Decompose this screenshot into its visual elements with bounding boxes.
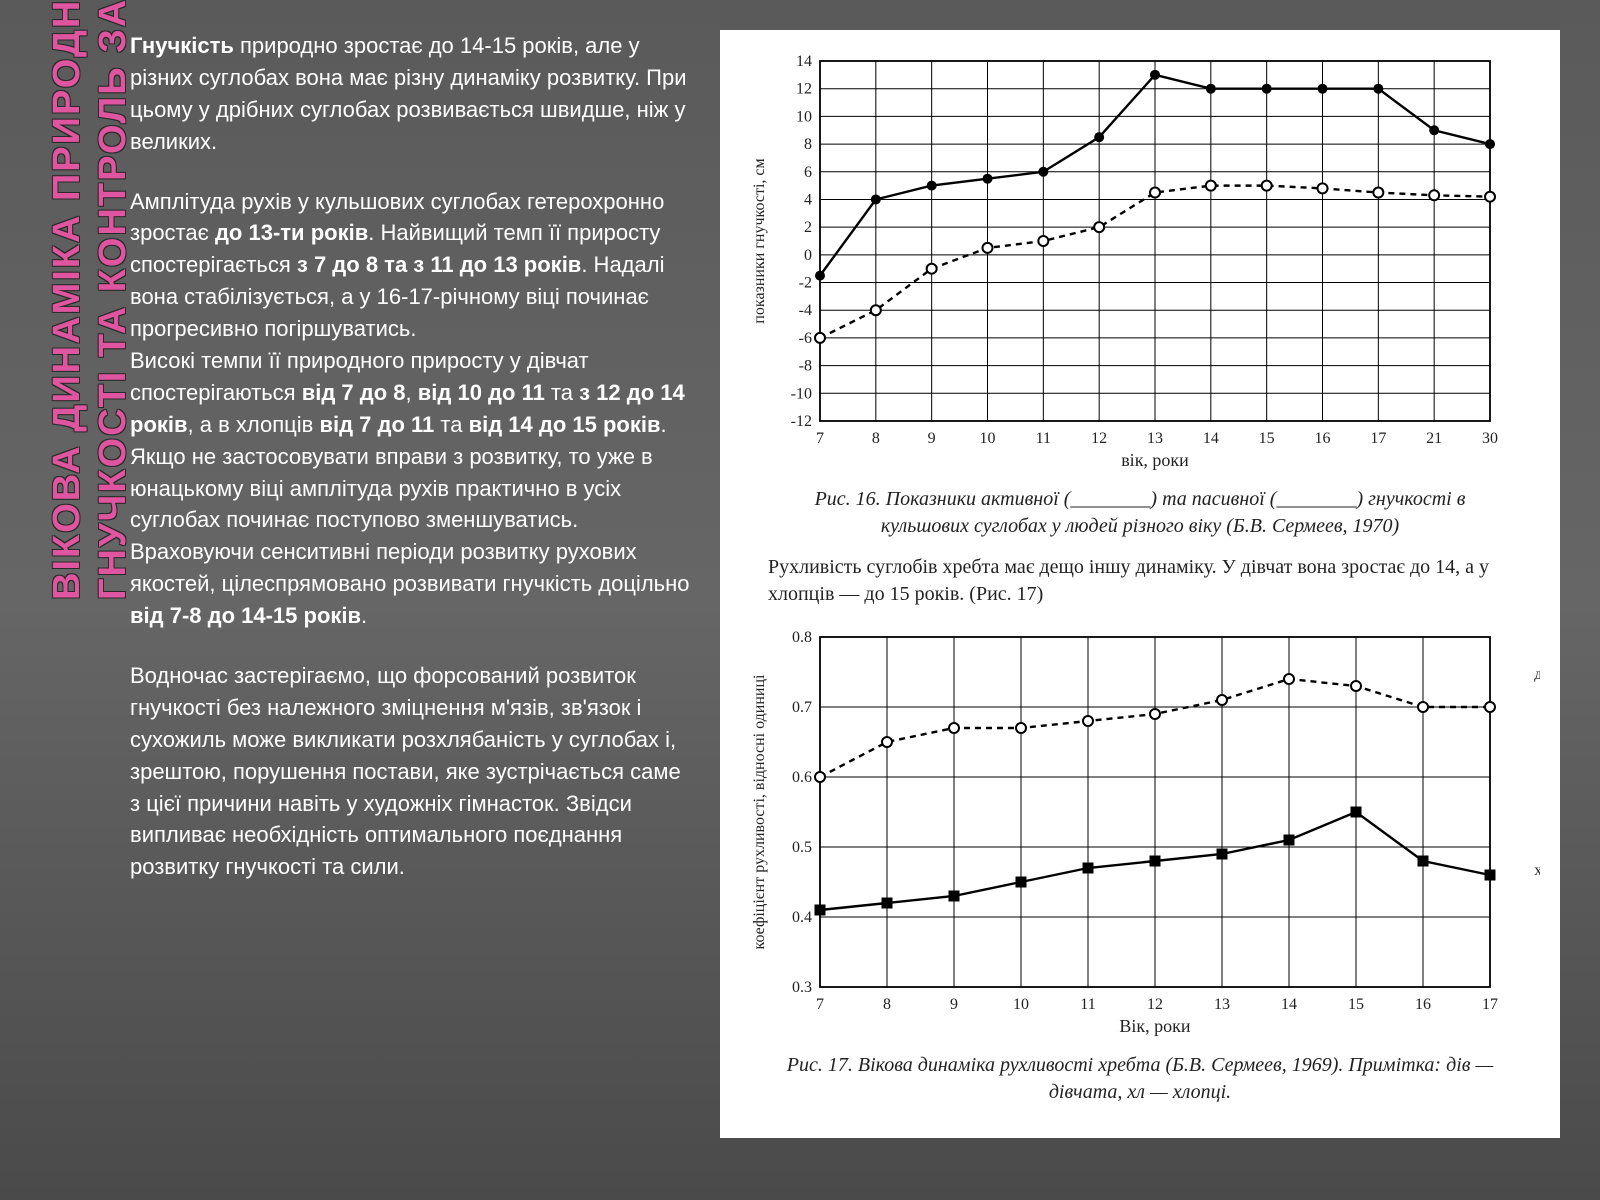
vertical-title-line2: ГНУЧКОСТІ ТА КОНТРОЛЬ ЗА ЇЇ РОЗВИТКОМ (92, 0, 135, 600)
svg-text:дів: дів (1534, 666, 1540, 683)
svg-text:-12: -12 (791, 413, 812, 430)
paragraph-1: Гнучкість природно зростає до 14-15 рокі… (130, 30, 690, 158)
vertical-title-line1: ВІКОВА ДИНАМІКА ПРИРОДНОГО РОЗВИТКУ (46, 0, 89, 600)
svg-text:-2: -2 (799, 275, 812, 292)
svg-text:0.3: 0.3 (792, 979, 812, 996)
svg-text:8: 8 (872, 430, 880, 447)
svg-text:7: 7 (816, 996, 824, 1013)
svg-text:0.5: 0.5 (792, 839, 812, 856)
svg-text:0.7: 0.7 (792, 699, 812, 716)
svg-text:6: 6 (804, 164, 812, 181)
svg-text:9: 9 (950, 996, 958, 1013)
svg-text:-4: -4 (799, 302, 812, 319)
svg-text:14: 14 (1281, 996, 1297, 1013)
svg-text:показники гнучкості, см: показники гнучкості, см (751, 158, 768, 323)
svg-text:10: 10 (1013, 996, 1029, 1013)
svg-text:16: 16 (1415, 996, 1431, 1013)
svg-text:12: 12 (1147, 996, 1163, 1013)
svg-text:0.4: 0.4 (792, 909, 812, 926)
p1-lead: Гнучкість (130, 33, 234, 58)
svg-text:0: 0 (804, 247, 812, 264)
fig16-caption: Рис. 16. Показники активної (________) т… (778, 486, 1502, 540)
svg-text:8: 8 (883, 996, 891, 1013)
svg-text:12: 12 (796, 81, 812, 98)
svg-text:17: 17 (1370, 430, 1386, 447)
figure-panel: 7 8 9 10 11 12 13 14 15 16 17 21 30 -12 -10 -8 -6 -4 -2 0 2 4… (720, 30, 1560, 1138)
paragraph-3: Водночас застерігаємо, що форсований роз… (130, 660, 690, 883)
svg-text:2: 2 (804, 219, 812, 236)
svg-text:30: 30 (1482, 430, 1498, 447)
svg-text:хл: хл (1534, 862, 1540, 879)
svg-text:11: 11 (1080, 996, 1095, 1013)
svg-text:10: 10 (980, 430, 996, 447)
svg-text:15: 15 (1259, 430, 1275, 447)
svg-text:15: 15 (1348, 996, 1364, 1013)
svg-text:9: 9 (928, 430, 936, 447)
svg-text:10: 10 (796, 108, 812, 125)
fig17-chart: 7 8 9 10 11 12 13 14 15 16 17 0.3 0.4 0.5 0.6 0.7 0.8 Вік… (740, 622, 1540, 1042)
svg-text:вік, роки: вік, роки (1121, 450, 1189, 470)
svg-text:17: 17 (1482, 996, 1498, 1013)
svg-text:Вік, роки: Вік, роки (1119, 1016, 1190, 1036)
svg-text:-8: -8 (799, 358, 812, 375)
slide-root: ВІКОВА ДИНАМІКА ПРИРОДНОГО РОЗВИТКУ ГНУЧ… (0, 0, 1600, 1200)
svg-text:12: 12 (1091, 430, 1107, 447)
svg-text:8: 8 (804, 136, 812, 153)
fig17-caption: Рис. 17. Вікова динаміка рухливості хреб… (778, 1052, 1502, 1106)
svg-text:коефіцієнт рухливості, відносн: коефіцієнт рухливості, відносні одиниці (751, 674, 768, 950)
svg-text:0.8: 0.8 (792, 629, 812, 646)
svg-text:11: 11 (1036, 430, 1051, 447)
svg-text:0.6: 0.6 (792, 769, 812, 786)
svg-text:14: 14 (796, 53, 812, 70)
svg-text:4: 4 (804, 191, 812, 208)
svg-text:-10: -10 (791, 385, 812, 402)
mid-text: Рухливість суглобів хребта має дещо іншу… (768, 554, 1512, 608)
svg-text:-6: -6 (799, 330, 812, 347)
svg-text:7: 7 (816, 430, 824, 447)
svg-text:13: 13 (1147, 430, 1163, 447)
svg-text:14: 14 (1203, 430, 1219, 447)
svg-text:13: 13 (1214, 996, 1230, 1013)
paragraph-2: Амплітуда рухів у кульшових суглобах гет… (130, 186, 690, 632)
svg-text:21: 21 (1426, 430, 1442, 447)
svg-text:16: 16 (1315, 430, 1331, 447)
fig16-chart: 7 8 9 10 11 12 13 14 15 16 17 21 30 -12 -10 -8 -6 -4 -2 0 2 4… (740, 46, 1540, 476)
body-text-column: Гнучкість природно зростає до 14-15 рокі… (130, 30, 690, 911)
